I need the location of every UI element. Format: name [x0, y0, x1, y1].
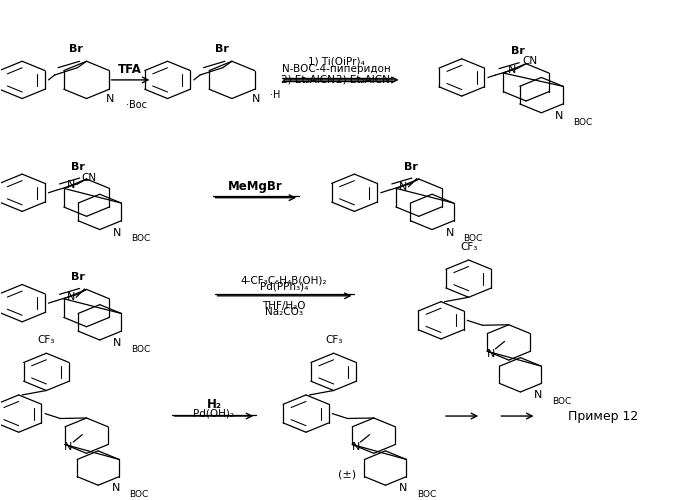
Text: BOC: BOC [131, 234, 151, 244]
Text: N: N [252, 94, 260, 104]
Text: H₂: H₂ [206, 398, 222, 411]
Text: Пример 12: Пример 12 [569, 410, 639, 422]
Text: Pd(OH)₂: Pd(OH)₂ [193, 408, 234, 418]
Text: MeMgBr: MeMgBr [228, 180, 283, 194]
Text: N: N [67, 180, 75, 190]
Text: N: N [111, 484, 120, 494]
Text: BOC: BOC [552, 397, 571, 406]
Text: CF₃: CF₃ [460, 242, 477, 252]
Text: Pd(PPh₃)₄: Pd(PPh₃)₄ [260, 282, 308, 292]
Text: Br: Br [215, 44, 229, 54]
Text: N: N [486, 348, 495, 358]
Text: TFA: TFA [118, 62, 142, 76]
Text: N: N [507, 65, 516, 75]
Text: CF₃: CF₃ [38, 335, 55, 345]
Text: THF/H₂O: THF/H₂O [262, 300, 306, 310]
Text: BOC: BOC [573, 118, 592, 126]
Text: ·H: ·H [270, 90, 280, 100]
Text: N: N [113, 338, 122, 348]
Text: Br: Br [72, 162, 85, 172]
Text: BOC: BOC [129, 490, 149, 499]
Text: N: N [399, 484, 407, 494]
Text: BOC: BOC [131, 345, 151, 354]
Text: (±): (±) [338, 470, 357, 480]
Text: CF₃: CF₃ [325, 335, 343, 345]
Text: CN: CN [523, 56, 538, 66]
Text: N: N [352, 442, 360, 452]
Text: N: N [534, 390, 542, 400]
Text: N: N [106, 94, 115, 104]
Text: N: N [67, 292, 75, 302]
Text: N-BOC-4-пиперидон: N-BOC-4-пиперидон [282, 64, 391, 74]
Text: 2) Et₂AlCN: 2) Et₂AlCN [336, 75, 391, 85]
Text: BOC: BOC [417, 490, 436, 499]
Text: Br: Br [72, 272, 85, 282]
Text: Na₂CO₃: Na₂CO₃ [265, 308, 303, 318]
Text: N: N [113, 228, 122, 237]
Text: N: N [445, 228, 454, 237]
Text: 1) Ti(OiPr)₄: 1) Ti(OiPr)₄ [308, 56, 365, 66]
Text: BOC: BOC [464, 234, 483, 244]
Text: CN: CN [81, 172, 96, 182]
Text: N: N [64, 442, 72, 452]
Text: Br: Br [511, 46, 525, 56]
Text: Br: Br [404, 162, 418, 172]
Text: N: N [399, 182, 407, 192]
Text: 4-CF₃C₆H₄B(OH)₂: 4-CF₃C₆H₄B(OH)₂ [240, 275, 327, 285]
Text: Br: Br [70, 44, 83, 54]
Text: N: N [555, 110, 563, 120]
Text: 2) Et₂AlCN: 2) Et₂AlCN [281, 75, 335, 85]
Text: ·Boc: ·Boc [126, 100, 147, 110]
